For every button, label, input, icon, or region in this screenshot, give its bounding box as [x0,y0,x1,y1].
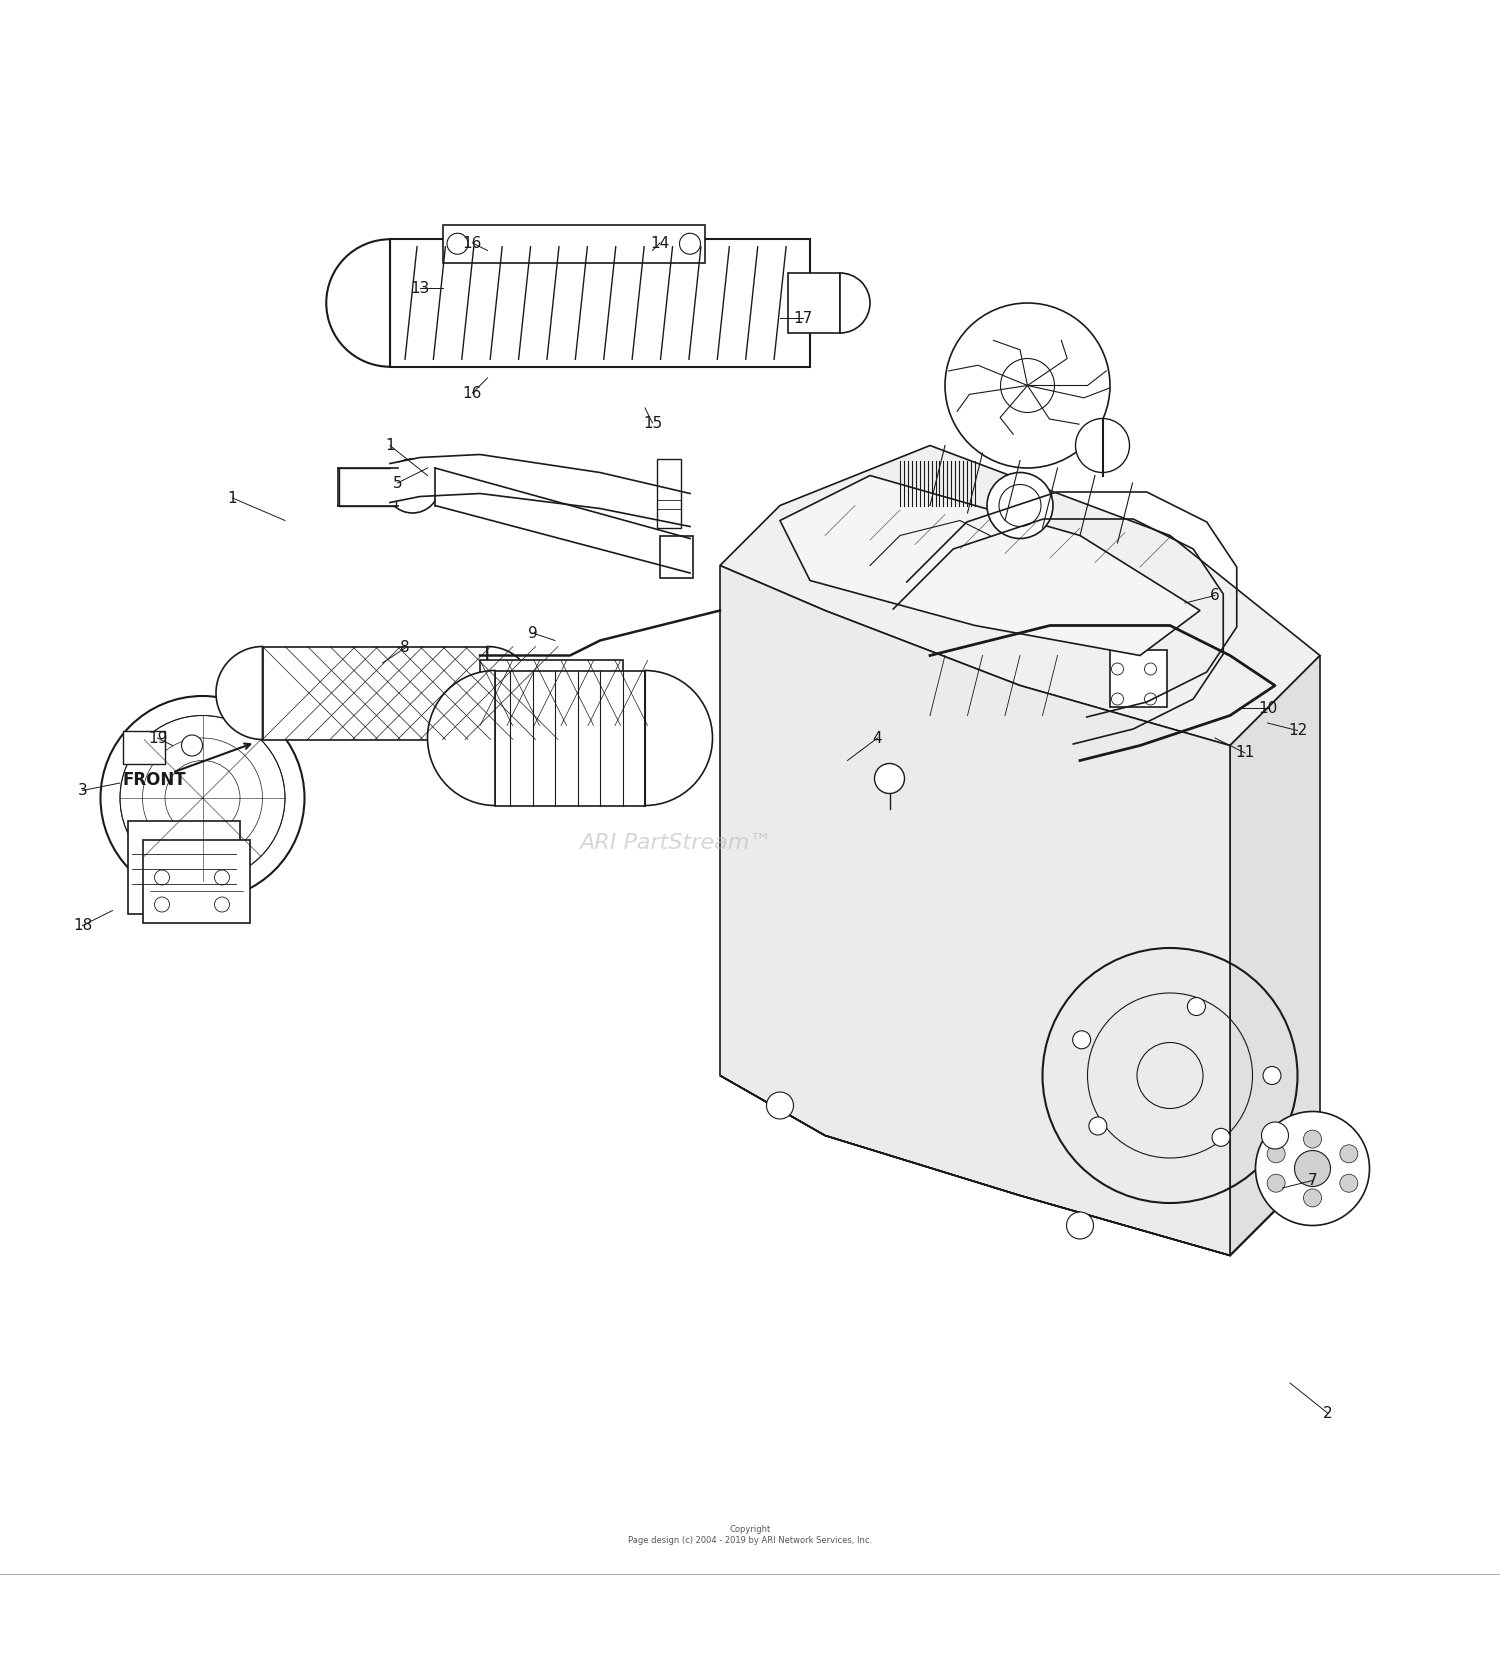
Circle shape [680,234,700,254]
Text: 2: 2 [1323,1405,1332,1420]
Polygon shape [780,476,1200,655]
Bar [339,468,396,506]
Text: 11: 11 [1236,745,1254,760]
Circle shape [1112,693,1124,705]
Circle shape [100,697,304,901]
Circle shape [1212,1128,1230,1146]
Bar [480,660,622,725]
Text: 1: 1 [386,438,394,453]
Circle shape [1144,693,1156,705]
Text: 5: 5 [393,476,402,491]
Circle shape [1268,1175,1286,1191]
Circle shape [987,473,1053,538]
Circle shape [447,234,468,254]
Circle shape [766,1093,794,1120]
Bar [442,226,705,262]
Text: 3: 3 [78,784,87,799]
Circle shape [1256,1111,1370,1225]
Text: 10: 10 [1258,700,1276,715]
Wedge shape [645,670,712,805]
Text: 8: 8 [400,640,410,655]
Bar [660,535,693,578]
Text: Page design (c) 2004 - 2019 by ARI Network Services, Inc.: Page design (c) 2004 - 2019 by ARI Netwo… [628,1536,872,1546]
Circle shape [214,871,230,886]
Circle shape [1263,1066,1281,1084]
Text: 16: 16 [464,236,482,251]
Polygon shape [720,565,1230,1255]
Bar [495,670,645,805]
Circle shape [1076,418,1130,473]
Bar [262,647,488,740]
Circle shape [874,764,904,794]
Text: 1: 1 [228,491,237,506]
Text: 19: 19 [148,730,166,745]
Circle shape [1144,663,1156,675]
Circle shape [1340,1145,1358,1163]
Bar [128,820,240,914]
Bar [1110,650,1167,707]
Text: 9: 9 [528,625,537,640]
Circle shape [1112,663,1124,675]
Circle shape [1304,1188,1322,1206]
Text: 15: 15 [644,416,662,431]
Polygon shape [720,1076,1320,1255]
Text: ARI PartStream™: ARI PartStream™ [579,834,771,852]
Bar [657,460,681,528]
Wedge shape [427,670,495,805]
Circle shape [214,897,230,912]
Text: 6: 6 [1210,588,1219,603]
Circle shape [1072,1031,1090,1049]
Text: 7: 7 [1308,1173,1317,1188]
Text: 12: 12 [1288,724,1306,739]
Circle shape [1304,1130,1322,1148]
Circle shape [182,735,203,755]
Text: 14: 14 [651,236,669,251]
Text: FRONT: FRONT [123,770,186,789]
Wedge shape [327,239,390,366]
Polygon shape [1230,655,1320,1255]
Text: 13: 13 [411,281,429,296]
Circle shape [1262,1121,1288,1150]
Text: 4: 4 [873,730,882,745]
Text: 16: 16 [464,386,482,401]
Circle shape [154,871,170,886]
Wedge shape [488,647,534,740]
Text: 18: 18 [74,917,92,932]
Circle shape [154,897,170,912]
Circle shape [1340,1175,1358,1191]
Text: Copyright: Copyright [729,1526,771,1534]
Polygon shape [720,446,1320,745]
Circle shape [1066,1211,1094,1238]
Wedge shape [840,272,870,333]
Circle shape [1268,1145,1286,1163]
Bar [390,239,810,366]
Circle shape [1294,1151,1330,1186]
Wedge shape [216,647,262,740]
Text: 17: 17 [794,311,812,326]
Bar [123,730,165,764]
Circle shape [1089,1116,1107,1135]
Bar [142,841,250,922]
Circle shape [1188,998,1206,1016]
Bar [788,272,840,333]
Circle shape [386,460,439,513]
